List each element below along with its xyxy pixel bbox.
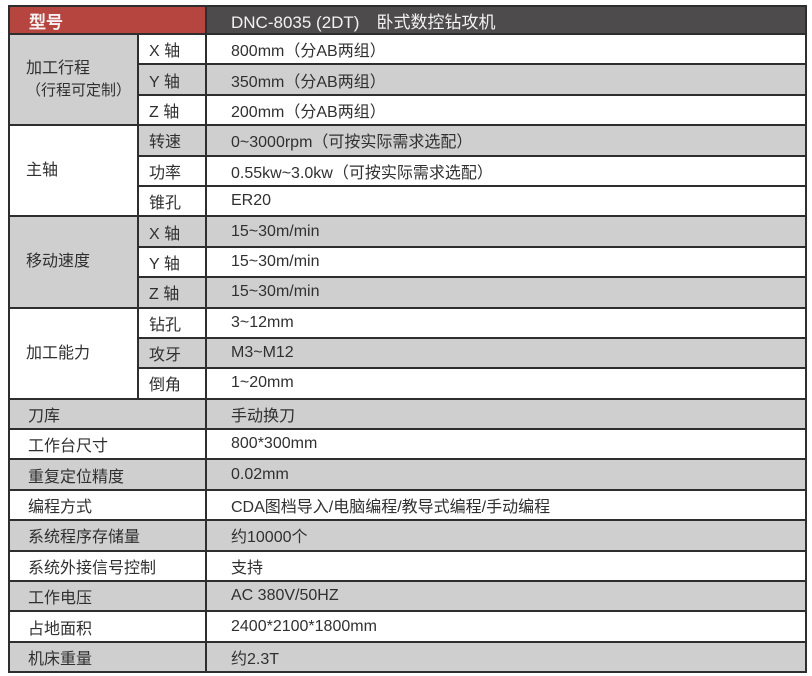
spec-key: X 轴 xyxy=(137,215,207,248)
spec-value: 350mm（分AB两组） xyxy=(205,63,807,96)
table-row: 加工行程 （行程可定制） X 轴 800mm（分AB两组） xyxy=(8,32,807,127)
spec-value: 15~30m/min xyxy=(205,245,807,279)
spec-key: 倒角 xyxy=(137,367,207,400)
spec-value: 0~3000rpm（可按实际需求选配） xyxy=(205,124,807,157)
table-row: 功率 0.55kw~3.0kw（可按实际需求选配） xyxy=(9,154,807,187)
spec-key: 占地面积 xyxy=(8,610,207,643)
spec-key: 重复定位精度 xyxy=(8,458,207,491)
spec-table: 型号 DNC-8035 (2DT) 卧式数控钻攻机 加工行程 （行程可定制） X… xyxy=(8,5,807,674)
spec-key: 钻孔 xyxy=(137,306,207,339)
spec-key: 机床重量 xyxy=(8,640,207,674)
spec-value: 手动换刀 xyxy=(205,397,807,431)
group-note: （行程可定制） xyxy=(26,82,132,100)
spec-key: 锥孔 xyxy=(137,184,207,218)
table-row: 机床重量 约2.3T xyxy=(8,640,807,674)
table-row: Y 轴 15~30m/min xyxy=(9,245,807,279)
spec-key: 系统外接信号控制 xyxy=(8,549,207,583)
spec-value: 15~30m/min xyxy=(205,215,807,248)
spec-key: 编程方式 xyxy=(8,488,207,522)
table-row: Z 轴 15~30m/min xyxy=(9,276,807,309)
group-label: 主轴 xyxy=(26,162,59,180)
group-label-spindle: 主轴 xyxy=(8,124,139,218)
table-header-row: 型号 DNC-8035 (2DT) 卧式数控钻攻机 xyxy=(8,5,807,35)
spec-value: 200mm（分AB两组） xyxy=(205,93,807,127)
spec-value: 约2.3T xyxy=(205,640,807,674)
table-row: 工作电压 AC 380V/50HZ xyxy=(8,580,807,613)
table-row: 移动速度 X 轴 15~30m/min xyxy=(8,215,807,309)
model-value-cell: DNC-8035 (2DT) 卧式数控钻攻机 xyxy=(205,5,807,35)
spec-key: 系统程序存储量 xyxy=(8,519,207,552)
table-row: 系统外接信号控制 支持 xyxy=(8,549,807,583)
table-row: 编程方式 CDA图档导入/电脑编程/教导式编程/手动编程 xyxy=(8,488,807,522)
spec-key: 工作电压 xyxy=(8,580,207,613)
group-label: 移动速度 xyxy=(26,253,91,271)
group-label-feed-speed: 移动速度 xyxy=(8,215,139,309)
group-label: 加工行程 xyxy=(26,60,91,78)
group-label-travel: 加工行程 （行程可定制） xyxy=(8,32,139,127)
spec-key: 转速 xyxy=(137,124,207,157)
spec-value: 0.02mm xyxy=(205,458,807,491)
spec-key: Y 轴 xyxy=(137,63,207,96)
table-row: 刀库 手动换刀 xyxy=(8,397,807,431)
spec-key: Z 轴 xyxy=(137,93,207,127)
spec-value: 0.55kw~3.0kw（可按实际需求选配） xyxy=(205,154,807,187)
spec-value: 800*300mm xyxy=(205,428,807,461)
spec-value: AC 380V/50HZ xyxy=(205,580,807,613)
spec-value: 15~30m/min xyxy=(205,276,807,309)
table-row: 倒角 1~20mm xyxy=(9,367,807,400)
table-row: Z 轴 200mm（分AB两组） xyxy=(9,93,807,127)
group-label: 加工能力 xyxy=(26,344,91,362)
spec-key: 工作台尺寸 xyxy=(8,428,207,461)
table-row: 攻牙 M3~M12 xyxy=(9,336,807,370)
spec-key: Z 轴 xyxy=(137,276,207,309)
group-label-capacity: 加工能力 xyxy=(8,306,139,400)
table-row: 主轴 转速 0~3000rpm（可按实际需求选配） xyxy=(8,124,807,218)
spec-value: 800mm（分AB两组） xyxy=(205,32,807,66)
model-label-cell: 型号 xyxy=(8,5,207,35)
spec-value: 约10000个 xyxy=(205,519,807,552)
spec-value: 3~12mm xyxy=(205,306,807,339)
table-row: 系统程序存储量 约10000个 xyxy=(8,519,807,552)
spec-key: X 轴 xyxy=(137,32,207,66)
spec-key: Y 轴 xyxy=(137,245,207,279)
spec-key: 攻牙 xyxy=(137,336,207,370)
spec-value: 1~20mm xyxy=(205,367,807,400)
table-row: 重复定位精度 0.02mm xyxy=(8,458,807,491)
spec-key: 刀库 xyxy=(8,397,207,431)
table-row: 锥孔 ER20 xyxy=(9,184,807,218)
table-row: 工作台尺寸 800*300mm xyxy=(8,428,807,461)
spec-value: 2400*2100*1800mm xyxy=(205,610,807,643)
spec-key: 功率 xyxy=(137,154,207,187)
table-row: Y 轴 350mm（分AB两组） xyxy=(9,63,807,96)
spec-value: 支持 xyxy=(205,549,807,583)
spec-value: M3~M12 xyxy=(205,336,807,370)
table-row: 占地面积 2400*2100*1800mm xyxy=(8,610,807,643)
spec-value: CDA图档导入/电脑编程/教导式编程/手动编程 xyxy=(205,488,807,522)
table-row: 加工能力 钻孔 3~12mm xyxy=(8,306,807,400)
spec-value: ER20 xyxy=(205,184,807,218)
